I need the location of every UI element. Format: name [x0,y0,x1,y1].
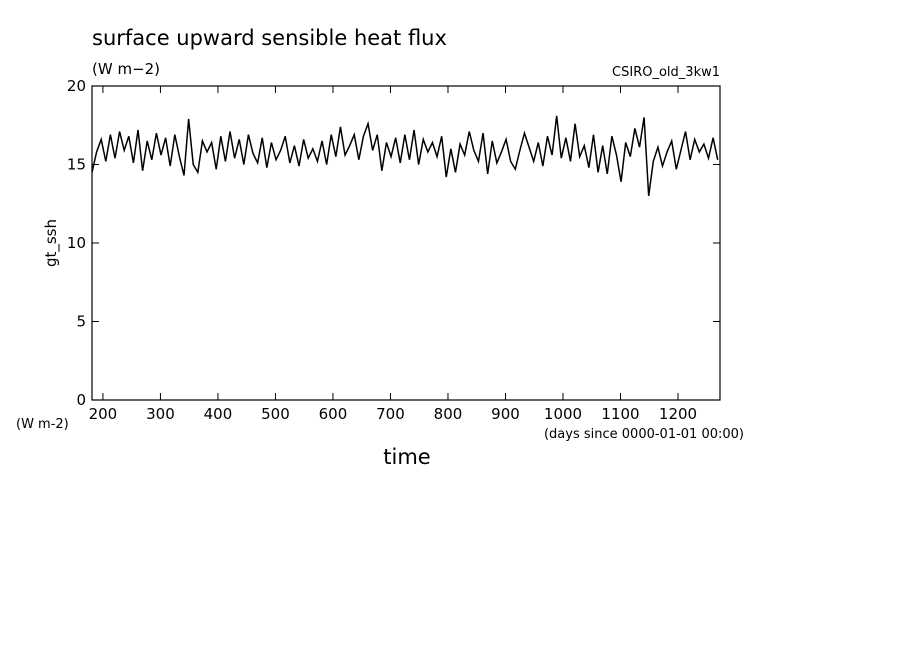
line [91,115,719,196]
y-axis-label: gt_ssh [42,219,61,267]
x-tick-label: 700 [376,405,405,423]
x-axis-label: time [383,445,430,469]
annotation: CSIRO_old_3kw1 [612,65,720,80]
x-tick-label: 400 [204,405,233,423]
x-tick-label: 1000 [544,405,582,423]
y-tick-label: 10 [67,234,86,252]
y-tick-label: 15 [67,156,86,174]
x-tick-label: 200 [89,405,118,423]
x-tick-label: 1200 [659,405,697,423]
x-tick-label: 600 [319,405,348,423]
y-tick-label: 5 [76,313,86,331]
chart-title: surface upward sensible heat flux [92,26,447,50]
y-tick-label: 20 [67,77,86,95]
x-units: (days since 0000-01-01 00:00) [544,427,744,442]
y-tick-label: 0 [76,391,86,409]
x-tick-label: 800 [434,405,463,423]
x-tick-label: 300 [146,405,175,423]
x-tick-label: 500 [261,405,290,423]
x-tick-label: 1100 [601,405,639,423]
subtitle: (W m−2) [92,60,160,78]
y-units: (W m-2) [16,417,69,432]
x-tick-label: 900 [491,405,520,423]
